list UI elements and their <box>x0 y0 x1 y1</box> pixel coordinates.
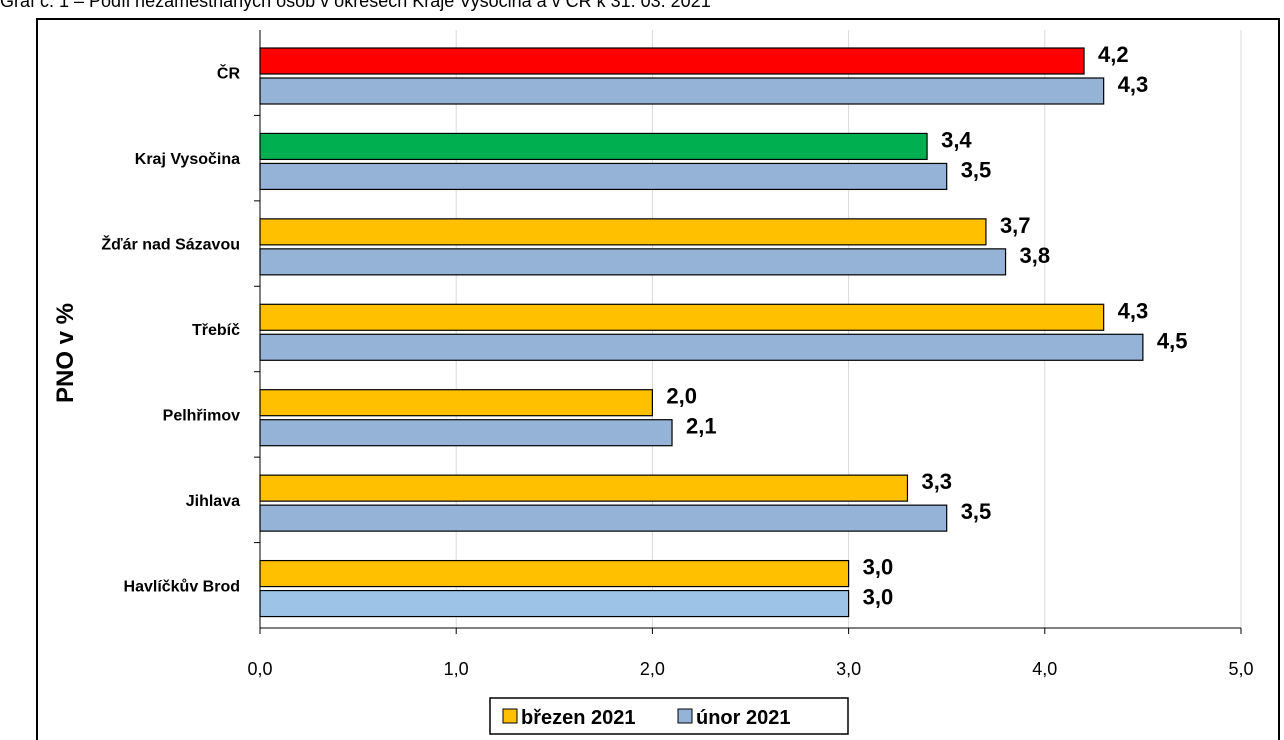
legend: březen 2021 únor 2021 <box>489 697 849 735</box>
bar <box>259 47 1085 75</box>
bar <box>259 474 909 502</box>
x-ticks: 0,0 1,0 2,0 3,0 4,0 5,0 <box>247 628 1254 679</box>
bar <box>259 218 987 246</box>
data-label: 4,3 <box>1118 72 1149 97</box>
bar <box>259 559 850 588</box>
bars <box>259 47 1144 618</box>
data-label: 3,3 <box>921 469 952 494</box>
bar <box>259 77 1105 105</box>
x-tick-label: 2,0 <box>640 659 665 679</box>
bar <box>259 132 928 161</box>
data-label: 3,0 <box>863 585 894 610</box>
bar <box>259 419 673 447</box>
legend-swatch <box>677 708 693 724</box>
data-label: 3,5 <box>961 499 992 524</box>
data-label: 4,5 <box>1157 328 1188 353</box>
legend-label: březen 2021 <box>521 707 636 729</box>
category-label: Žďár nad Sázavou <box>101 235 240 254</box>
data-label: 2,1 <box>686 414 717 439</box>
x-tick-label: 1,0 <box>444 659 469 679</box>
data-label: 3,0 <box>863 555 894 580</box>
category-label: ČR <box>217 64 241 83</box>
data-label: 3,4 <box>941 127 972 152</box>
x-tick-label: 4,0 <box>1032 659 1057 679</box>
axes <box>254 30 1241 629</box>
category-label: Třebíč <box>192 322 240 339</box>
x-tick-label: 0,0 <box>247 659 272 679</box>
data-label: 3,5 <box>961 157 992 182</box>
category-label: Pelhřimov <box>163 407 240 424</box>
y-axis-title: PNO v % <box>52 303 79 403</box>
category-label: Kraj Vysočina <box>135 151 240 168</box>
bar <box>259 333 1144 361</box>
legend-swatch <box>502 708 518 724</box>
bar <box>259 589 850 618</box>
data-label: 4,2 <box>1098 42 1129 67</box>
data-label: 4,3 <box>1118 298 1149 323</box>
bar <box>259 248 1007 276</box>
value-labels: 4,2 4,3 3,4 3,5 3,7 3,8 4,3 4,5 2,0 2,1 3,3 3,5 3,0 3… <box>666 42 1187 610</box>
category-label: Jihlava <box>186 493 240 510</box>
bar <box>259 303 1105 331</box>
bar <box>259 162 948 191</box>
x-tick-label: 5,0 <box>1228 659 1253 679</box>
data-label: 3,7 <box>1000 213 1031 238</box>
data-label: 2,0 <box>666 384 697 409</box>
chart-title: Graf č. 1 – Podíl nezaměstnaných osob v … <box>0 0 711 11</box>
x-tick-label: 3,0 <box>836 659 861 679</box>
legend-box <box>489 697 849 735</box>
legend-label: únor 2021 <box>696 707 790 729</box>
data-label: 3,8 <box>1020 243 1051 268</box>
category-label: Havlíčkův Brod <box>124 578 240 595</box>
bar <box>259 389 653 417</box>
category-labels: ČR Kraj Vysočina Žďár nad Sázavou Třebíč Pel… <box>101 64 240 596</box>
chart-frame <box>36 18 1280 740</box>
bar <box>259 504 948 532</box>
